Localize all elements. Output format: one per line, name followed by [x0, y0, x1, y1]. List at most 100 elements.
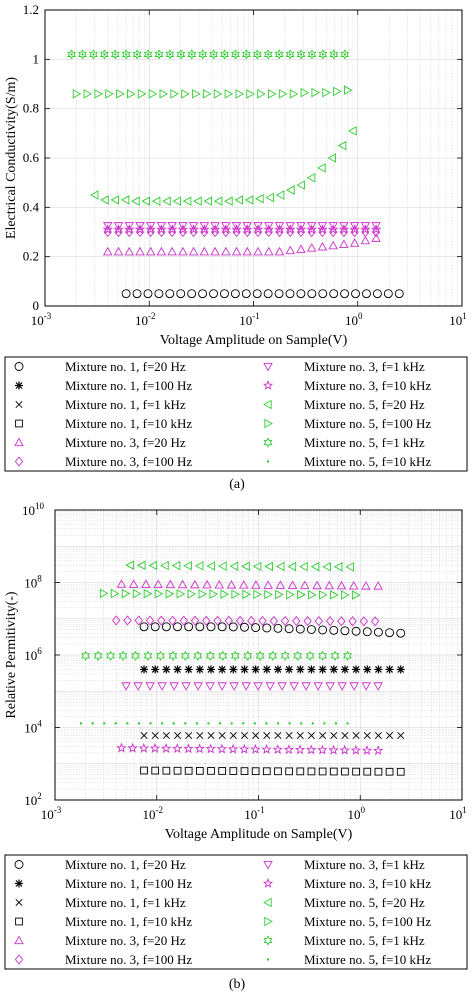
data-point — [285, 289, 295, 299]
data-point — [230, 289, 240, 299]
data-point — [275, 190, 285, 200]
data-point — [198, 289, 208, 299]
data-point — [305, 650, 315, 661]
data-point — [221, 226, 231, 238]
data-point — [351, 590, 361, 600]
data-point — [340, 626, 350, 636]
data-point — [103, 53, 106, 56]
data-point — [135, 222, 145, 231]
data-point — [145, 246, 156, 256]
data-point — [349, 224, 360, 234]
data-point — [154, 289, 164, 299]
legend-entry: Mixture no. 1, f=1 kHz — [65, 895, 186, 910]
data-point — [172, 196, 182, 206]
data-point — [188, 222, 199, 231]
data-point — [241, 289, 251, 299]
data-point — [328, 226, 338, 238]
data-point — [339, 744, 350, 755]
data-point — [274, 732, 282, 740]
data-point — [178, 226, 188, 238]
data-point — [146, 53, 150, 56]
data-point — [286, 226, 295, 238]
data-point — [143, 289, 153, 299]
data-point — [263, 49, 273, 60]
data-point — [213, 89, 223, 99]
data-point — [190, 579, 200, 589]
data-point — [240, 732, 249, 740]
data-point — [199, 224, 210, 234]
data-point — [207, 665, 216, 674]
data-point — [134, 615, 143, 626]
axis-ticks — [44, 9, 463, 307]
data-point — [396, 665, 405, 674]
data-point — [168, 53, 172, 56]
data-point — [110, 588, 120, 599]
data-point — [124, 222, 134, 231]
data-point — [149, 742, 161, 753]
data-point — [145, 682, 155, 691]
data-point — [371, 222, 381, 231]
data-point — [145, 224, 156, 234]
data-point — [124, 246, 134, 256]
data-point — [125, 226, 134, 238]
y-axis-label: Electrical Conductivity(S/m) — [4, 77, 19, 239]
legend-entry: Mixture no. 3, f=20 Hz — [65, 933, 186, 948]
data-point — [264, 561, 273, 572]
data-point — [280, 650, 290, 661]
data-point — [157, 226, 166, 238]
data-point — [285, 767, 293, 776]
data-point — [361, 226, 370, 238]
data-point — [110, 195, 120, 205]
data-point — [296, 222, 306, 231]
data-point — [307, 226, 316, 238]
data-point — [240, 665, 249, 674]
data-point — [172, 722, 175, 725]
y-tick-label: 1010 — [22, 501, 45, 518]
data-point — [329, 49, 339, 60]
data-point — [229, 682, 239, 691]
data-point — [199, 246, 210, 256]
data-point — [274, 49, 284, 60]
data-point — [253, 722, 257, 725]
data-point — [153, 579, 163, 589]
data-point — [156, 246, 167, 256]
data-point — [240, 622, 249, 632]
data-point — [275, 580, 286, 589]
data-point — [362, 289, 371, 299]
data-point — [329, 665, 338, 674]
data-point — [374, 767, 383, 776]
data-point — [397, 732, 405, 740]
data-point — [156, 222, 167, 231]
axis-ticks — [54, 509, 463, 801]
legend-marker — [263, 897, 272, 908]
data-point — [385, 665, 394, 674]
legend-entry: Mixture no. 3, f=10 kHz — [304, 378, 431, 393]
data-point — [303, 615, 312, 627]
data-point — [183, 561, 192, 571]
data-point — [306, 224, 317, 234]
data-point — [280, 615, 290, 627]
data-point — [300, 87, 310, 98]
data-point — [238, 580, 249, 589]
data-point — [351, 626, 361, 636]
legend-entry: Mixture no. 1, f=20 Hz — [65, 857, 186, 872]
data-point — [187, 289, 197, 299]
data-point — [251, 767, 260, 776]
data-point — [179, 53, 183, 56]
data-point — [128, 579, 139, 588]
data-point — [201, 53, 204, 56]
data-point — [285, 732, 293, 740]
data-point — [319, 732, 327, 740]
data-point — [70, 53, 73, 56]
data-point — [139, 622, 149, 632]
data-point — [278, 89, 288, 99]
data-point — [110, 49, 120, 60]
legend-frame — [4, 854, 468, 970]
data-point — [202, 89, 212, 99]
legend-marker — [15, 400, 23, 409]
data-point — [151, 196, 161, 206]
data-point — [341, 767, 349, 776]
legend-entry: Mixture no. 3, f=100 Hz — [65, 454, 192, 469]
data-point — [187, 589, 197, 599]
data-point — [218, 665, 227, 674]
